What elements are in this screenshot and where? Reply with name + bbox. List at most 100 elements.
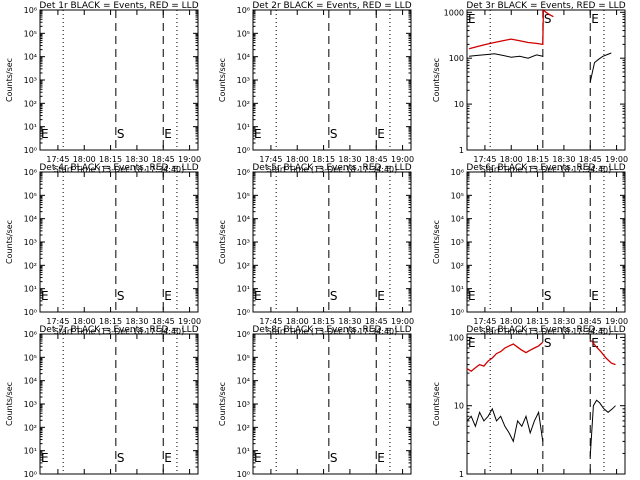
marker-label-E: E	[254, 127, 262, 141]
series-line	[468, 8, 554, 50]
y-tick-label: 10²	[24, 99, 37, 108]
marker-label-E: E	[41, 289, 49, 303]
panel-det9: Det 9r BLACK = Events, RED = LLD 1 10 100 Co…	[432, 325, 628, 480]
x-tick-label: 18:15	[312, 155, 335, 164]
x-tick-label: 19:00	[178, 155, 201, 164]
y-tick-label: 10⁶	[451, 168, 464, 177]
panel-title: Det 7r BLACK = Events, RED = LLD	[39, 325, 198, 335]
x-tick-label: 19:00	[391, 317, 414, 326]
y-tick-label: 10¹	[237, 447, 250, 456]
y-tick-label: 10¹	[24, 123, 37, 132]
y-tick-label: 10⁰	[24, 470, 37, 479]
x-tick-label: 18:30	[552, 317, 575, 326]
x-tick-label: 18:45	[579, 155, 602, 164]
x-tick-label: 18:15	[526, 317, 549, 326]
y-tick-label: 10¹	[237, 123, 250, 132]
marker-label-E: E	[41, 451, 49, 465]
y-tick-label: 10⁴	[24, 215, 37, 224]
x-axis-label: Start Time (13-Dec-18 17:34:40)	[54, 327, 185, 336]
plot-frame	[466, 333, 626, 475]
y-tick-label: 10⁴	[24, 377, 37, 386]
marker-label-E: E	[377, 127, 385, 141]
panel-det3: Det 3r BLACK = Events, RED = LLD 1 10 100 10…	[432, 1, 628, 174]
marker-label-E: E	[41, 127, 49, 141]
series-line	[589, 399, 616, 457]
y-tick-label: 10⁰	[24, 308, 37, 317]
y-tick-label: 10⁵	[237, 353, 250, 362]
x-tick-label: 18:45	[365, 155, 388, 164]
y-tick-label: 10³	[24, 238, 37, 247]
y-tick-label: 10²	[24, 261, 37, 270]
series-line	[466, 407, 544, 443]
marker-label-E: E	[591, 289, 599, 303]
y-tick-label: 10²	[237, 261, 250, 270]
panel-title: Det 4r BLACK = Events, RED = LLD	[39, 163, 198, 173]
y-tick-label: 10	[454, 402, 464, 411]
series-line	[469, 53, 543, 59]
marker-label-S: S	[544, 336, 552, 350]
series-line	[466, 341, 544, 372]
y-tick-label: 10⁴	[451, 215, 464, 224]
x-tick-label: 18:15	[312, 317, 335, 326]
y-axis-label: Counts/sec	[432, 58, 441, 102]
series-line	[590, 340, 616, 366]
x-tick-label: 18:30	[338, 317, 361, 326]
y-tick-label: 10⁶	[237, 6, 250, 15]
plot-frame	[466, 9, 626, 151]
panel-title: Det 8r BLACK = Events, RED = LLD	[252, 325, 411, 335]
x-tick-label: 17:45	[259, 317, 282, 326]
panel-det1: Det 1r BLACK = Events, RED = LLD 10⁰ 10¹ 10…	[5, 1, 201, 174]
y-tick-label: 10⁵	[451, 191, 464, 200]
y-tick-label: 10⁵	[24, 191, 37, 200]
panel-title: Det 2r BLACK = Events, RED = LLD	[252, 1, 411, 11]
panel-det5: Det 5r BLACK = Events, RED = LLD 10⁰ 10¹ 10…	[218, 163, 414, 336]
marker-label-E: E	[591, 12, 599, 26]
y-tick-label: 1	[459, 146, 464, 155]
y-axis-label: Counts/sec	[5, 382, 14, 426]
y-axis-label: Counts/sec	[432, 382, 441, 426]
x-tick-label: 18:15	[99, 155, 122, 164]
y-tick-label: 100	[449, 333, 464, 342]
y-tick-label: 10⁵	[237, 29, 250, 38]
series-line	[589, 52, 612, 83]
y-tick-label: 10³	[24, 400, 37, 409]
y-tick-label: 10⁴	[24, 53, 37, 62]
x-axis-label: Start Time (13-Dec-18 17:34:40)	[54, 165, 185, 174]
x-tick-label: 17:45	[46, 155, 69, 164]
y-tick-label: 10⁰	[237, 470, 250, 479]
x-tick-label: 18:30	[552, 155, 575, 164]
panel-det6: Det 6r BLACK = Events, RED = LLD 10⁰ 10¹ 10…	[432, 163, 628, 336]
x-tick-label: 18:45	[152, 317, 175, 326]
x-axis-label: Start Time (13-Dec-18 17:34:40)	[267, 165, 398, 174]
marker-label-E: E	[254, 289, 262, 303]
y-axis-label: Counts/sec	[432, 220, 441, 264]
marker-label-S: S	[544, 12, 552, 26]
x-tick-label: 18:45	[579, 317, 602, 326]
x-tick-label: 18:00	[286, 155, 309, 164]
y-tick-label: 10²	[451, 261, 464, 270]
marker-label-E: E	[254, 451, 262, 465]
panel-det7: Det 7r BLACK = Events, RED = LLD 10⁰ 10¹ 10…	[5, 325, 201, 480]
y-tick-label: 10²	[237, 423, 250, 432]
marker-label-E: E	[468, 289, 476, 303]
y-tick-label: 10	[454, 100, 464, 109]
y-tick-label: 10²	[237, 99, 250, 108]
marker-label-S: S	[330, 127, 338, 141]
marker-label-E: E	[377, 289, 385, 303]
marker-label-E: E	[468, 336, 476, 350]
y-tick-label: 10⁶	[24, 6, 37, 15]
marker-label-S: S	[117, 289, 125, 303]
marker-label-S: S	[544, 289, 552, 303]
y-tick-label: 10⁴	[237, 215, 250, 224]
marker-label-S: S	[117, 451, 125, 465]
x-tick-label: 18:00	[73, 155, 96, 164]
y-tick-label: 10⁵	[24, 353, 37, 362]
x-tick-label: 18:45	[152, 155, 175, 164]
y-tick-label: 10³	[451, 238, 464, 247]
y-axis-label: Counts/sec	[218, 58, 227, 102]
panel-title: Det 5r BLACK = Events, RED = LLD	[252, 163, 411, 173]
marker-label-E: E	[164, 289, 172, 303]
x-tick-label: 17:45	[473, 155, 496, 164]
y-tick-label: 10⁶	[237, 330, 250, 339]
